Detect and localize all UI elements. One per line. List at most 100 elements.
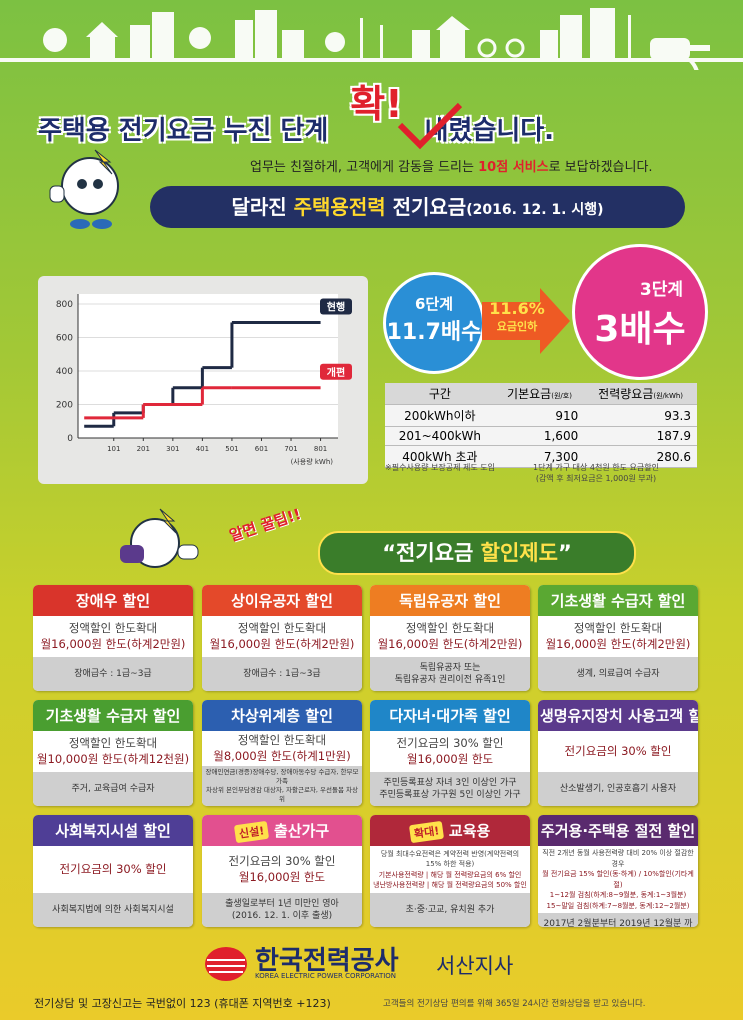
legend-swatch <box>320 298 352 315</box>
table-cell: 7,300 <box>494 445 585 468</box>
card-body-line: 월8,000원 한도(하계1만원) <box>213 748 351 763</box>
card-title: 차상위계층 할인 <box>202 700 362 731</box>
discount-card: 다자녀·대가족 할인 전기요금의 30% 할인 월16,000원 한도 주민등록표상 … <box>370 700 530 806</box>
card-title: 독립유공자 할인 <box>370 585 530 616</box>
card-note-line: 초·중·고교, 유치원 추가 <box>405 904 495 915</box>
plot-area <box>78 294 338 438</box>
card-note-line: 2017년 2월분부터 2019년 12월분 까지 <box>543 918 693 927</box>
table-header: 구간 기본요금(원/호) 전력량요금(원/kWh) <box>385 383 697 405</box>
card-title-text: 독립유공자 할인 <box>399 592 501 610</box>
logo-en: KOREA ELECTRIC POWER CORPORATION <box>255 972 397 980</box>
branch: 서산지사 <box>436 954 514 978</box>
discount-card: 상이유공자 할인 정액할인 한도확대 월16,000원 한도(하계2만원) 장애급수 … <box>202 585 362 691</box>
card-note-line: 산소발생기, 인공호흡기 사용자 <box>559 783 677 794</box>
card-body-line: 전기요금의 30% 할인 <box>228 853 336 868</box>
card-body-line: 월16,000원 한도(하계2만원) <box>40 636 186 651</box>
change-label: 요금인하 <box>496 320 538 333</box>
card-note-line: 차상위 본인부담경감 대상자, 자활근로자, 우선돌봄 차상위 <box>205 786 358 803</box>
card-body: 정액할인 한도확대 월16,000원 한도(하계2만원) <box>538 616 698 657</box>
card-title-text: 기초생활 수급자 할인 <box>550 592 686 610</box>
banner: 달라진 주택용전력 전기요금(2016. 12. 1. 시행) <box>150 186 685 228</box>
legend-label: 현행 <box>327 300 345 313</box>
card-badge: 확대! <box>408 820 445 844</box>
discount-card: 신설! 출산가구 전기요금의 30% 할인 월16,000원 한도 출생일로부터 1년 … <box>202 815 362 927</box>
tagline-text: 업무는 친절하게, 고객에게 감동을 드리는 <box>250 160 479 175</box>
card-note: 주민등록표상 자녀 3인 이상인 가구 주민등록표상 가구원 5인 이상인 가구 <box>370 772 530 806</box>
card-note-line: 장애인연금(경증)장애수당, 장애아동수당 수급자, 한부모가족 <box>205 768 359 786</box>
card-note: 사회복지법에 의한 사회복지시설 <box>33 893 193 927</box>
tagline-text: 로 보답하겠습니다. <box>548 160 653 175</box>
discount-card: 기초생활 수급자 할인 정액할인 한도확대 월10,000원 한도(하계12천원) 주… <box>33 700 193 806</box>
header-unit: (원/호) <box>551 392 572 400</box>
card-note: 장애인연금(경증)장애수당, 장애아동수당 수급자, 한부모가족 차상위 본인부담… <box>202 766 362 806</box>
x-axis-label: (사용량 kWh) <box>291 457 334 466</box>
card-title: 확대! 교육용 <box>370 815 530 846</box>
table-cell: 93.3 <box>584 404 697 427</box>
table-cell: 280.6 <box>584 445 697 468</box>
card-title: 신설! 출산가구 <box>202 815 362 846</box>
card-title: 기초생활 수급자 할인 <box>538 585 698 616</box>
card-body-line: 월16,000원 한도(하계2만원) <box>545 636 691 651</box>
card-note-line: 주민등록표상 가구원 5인 이상인 가구 <box>379 790 521 800</box>
new-plan-steps: 3단계 <box>639 280 683 300</box>
card-title-text: 생명유지장치 사용고객 할인 <box>540 707 698 725</box>
card-body-line: 월16,000원 한도 <box>406 751 494 766</box>
card-body-line: 월16,000원 한도(하계2만원) <box>377 636 523 651</box>
card-body-line: 전기요금의 30% 할인 <box>564 743 672 758</box>
table-cell: 400kWh 초과 <box>385 445 495 468</box>
table-row: 400kWh 초과 7,300 280.6 <box>385 445 697 468</box>
card-title: 주거용·주택용 절전 할인 <box>538 815 698 846</box>
card-body-line: 당월 최대수요전력은 계약전력 반영(계약전력의 15% 하한 적용) <box>380 849 520 869</box>
table-header-cell: 전력량요금(원/kWh) <box>584 383 697 405</box>
card-body-line: 월16,000원 한도 <box>238 869 326 884</box>
card-body-line: 정액할인 한도확대 <box>68 620 158 635</box>
card-note: 2017년 2월분부터 2019년 12월분 까지 <box>538 913 698 927</box>
card-body: 정액할인 한도확대 월8,000원 한도(하계1만원) <box>202 731 362 766</box>
card-title-text: 다자녀·대가족 할인 <box>389 707 511 725</box>
header-text: 기본요금 <box>507 387 552 401</box>
change-percent: 11.6% <box>489 299 545 318</box>
card-title-text: 출산가구 <box>274 822 330 840</box>
card-body-line: 기본사용전력량 | 해당 월 전력량요금의 6% 할인 <box>378 870 522 879</box>
headline: 주택용 전기요금 누진 단계확!내렸습니다. <box>38 82 554 150</box>
card-body-line: 15~말일 검침(하계:7~8월분, 동계:12~2월분) <box>546 901 690 910</box>
skyline <box>0 8 743 70</box>
card-badge: 신설! <box>233 820 270 844</box>
table-cell: 200kWh이하 <box>385 404 495 427</box>
card-body-line: 월16,000원 한도(하계2만원) <box>209 636 355 651</box>
card-note-line: (2016. 12. 1. 이후 출생) <box>231 911 333 921</box>
y-tick-label: 800 <box>56 300 73 310</box>
note: ※필수사용량 보장공제 제도 도입 <box>385 463 496 472</box>
card-note-line: 생계, 의료급여 수급자 <box>576 668 660 679</box>
card-body-line: 정액할인 한도확대 <box>237 733 327 747</box>
x-tick-label: 701 <box>284 445 297 453</box>
headline-accent: 확! <box>350 82 403 126</box>
mascot-tip <box>120 508 199 568</box>
card-body: 직전 2개년 동월 사용전력량 대비 20% 이상 절감한 경우 월 전기요금 1… <box>538 846 698 913</box>
headline-start: 주택용 전기요금 누진 단계 <box>38 116 329 146</box>
tagline-highlight: 10점 서비스 <box>478 160 549 175</box>
card-body-line: 정액할인 한도확대 <box>237 620 327 635</box>
card-title-text: 교육용 <box>448 822 491 840</box>
card-title-text: 장애우 할인 <box>75 592 151 610</box>
card-title: 생명유지장치 사용고객 할인 <box>538 700 698 731</box>
card-note: 초·중·고교, 유치원 추가 <box>370 893 530 927</box>
x-tick-label: 301 <box>166 445 179 453</box>
card-title-text: 상이유공자 할인 <box>231 592 333 610</box>
change: 11.6% 요금인하 <box>484 299 550 334</box>
table-cell: 201~400kWh <box>385 426 495 446</box>
table-row: 201~400kWh 1,600 187.9 <box>385 426 697 446</box>
card-note: 독립유공자 또는 독립유공자 권리이전 유족1인 <box>370 657 530 691</box>
banner-highlight: 주택용전력 <box>293 195 386 219</box>
card-note: 장애급수 : 1급~3급 <box>33 657 193 691</box>
card-body-line: 정액할인 한도확대 <box>405 620 495 635</box>
x-tick-label: 401 <box>196 445 209 453</box>
card-body-line: 월10,000원 한도(하계12천원) <box>36 751 190 766</box>
card-body: 정액할인 한도확대 월10,000원 한도(하계12천원) <box>33 731 193 772</box>
legend-tag: 개편 <box>320 363 352 380</box>
banner-date: (2016. 12. 1. 시행) <box>466 202 604 218</box>
card-note: 주거, 교육급여 수급자 <box>33 772 193 806</box>
